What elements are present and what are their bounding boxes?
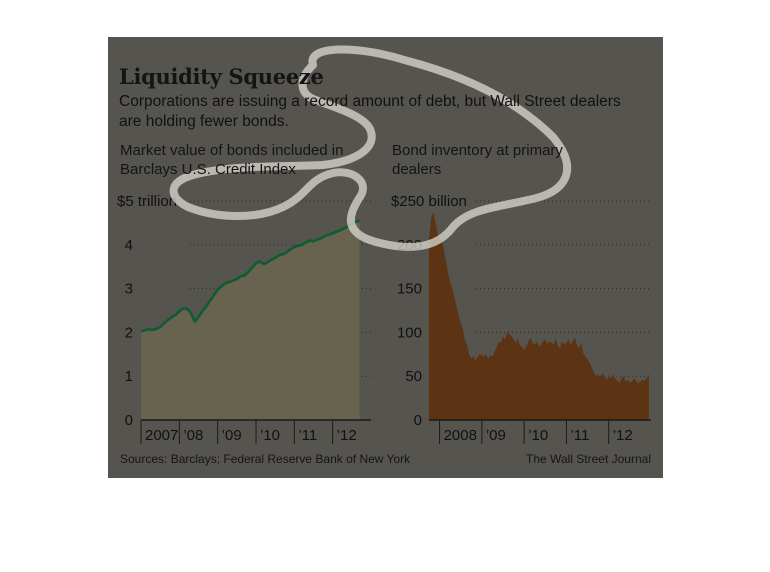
chart-panel: 0 1 2 3 4 $5 trillion 2007 ’08 ’09 ’10 ’11 ’12 0 50 1… xyxy=(108,37,663,478)
right-xtick-label: ’12 xyxy=(613,427,633,444)
right-ytick-label: 150 xyxy=(397,281,422,298)
left-ytick-label: $5 trillion xyxy=(117,193,177,210)
chart-subtitle: Corporations are issuing a record amount… xyxy=(119,93,621,130)
credit-line: The Wall Street Journal xyxy=(526,452,651,466)
right-ytick-label: 0 xyxy=(414,412,422,429)
left-xtick-label: ’10 xyxy=(260,427,280,444)
right-panel-title: Bond inventory at primary dealers xyxy=(392,142,563,178)
left-ytick-label: 4 xyxy=(125,237,133,254)
left-series-line xyxy=(140,219,360,333)
left-xtick-label: 2007 xyxy=(145,427,178,444)
left-ytick-label: 0 xyxy=(125,412,133,429)
highlight-scribble xyxy=(169,45,572,251)
chart-title: Liquidity Squeeze xyxy=(119,64,324,89)
right-ytick-label: 100 xyxy=(397,324,422,341)
right-area xyxy=(429,211,649,420)
right-ytick-label: $250 billion xyxy=(391,193,467,210)
charts-svg: 0 1 2 3 4 $5 trillion 2007 ’08 ’09 ’10 ’11 ’12 0 50 1… xyxy=(117,45,651,444)
left-xtick-label: ’12 xyxy=(337,427,357,444)
right-xtick-label: ’09 xyxy=(486,427,506,444)
left-ytick-label: 3 xyxy=(125,281,133,298)
right-xtick-label: ’10 xyxy=(528,427,548,444)
right-ytick-label: 50 xyxy=(405,368,422,385)
left-panel-title: Market value of bonds included in Barcla… xyxy=(120,142,344,178)
left-ytick-label: 1 xyxy=(125,368,133,385)
left-xtick-label: ’08 xyxy=(183,427,203,444)
left-ytick-label: 2 xyxy=(125,324,133,341)
left-chart: 0 1 2 3 4 $5 trillion 2007 ’08 ’09 ’10 ’11 ’12 xyxy=(117,193,371,444)
right-xtick-label: ’11 xyxy=(570,427,589,444)
left-xtick-label: ’09 xyxy=(222,427,242,444)
left-area xyxy=(141,220,360,420)
right-xtick-label: 2008 xyxy=(444,427,477,444)
source-note: Sources: Barclays; Federal Reserve Bank … xyxy=(120,452,411,466)
left-xtick-label: ’11 xyxy=(298,427,317,444)
